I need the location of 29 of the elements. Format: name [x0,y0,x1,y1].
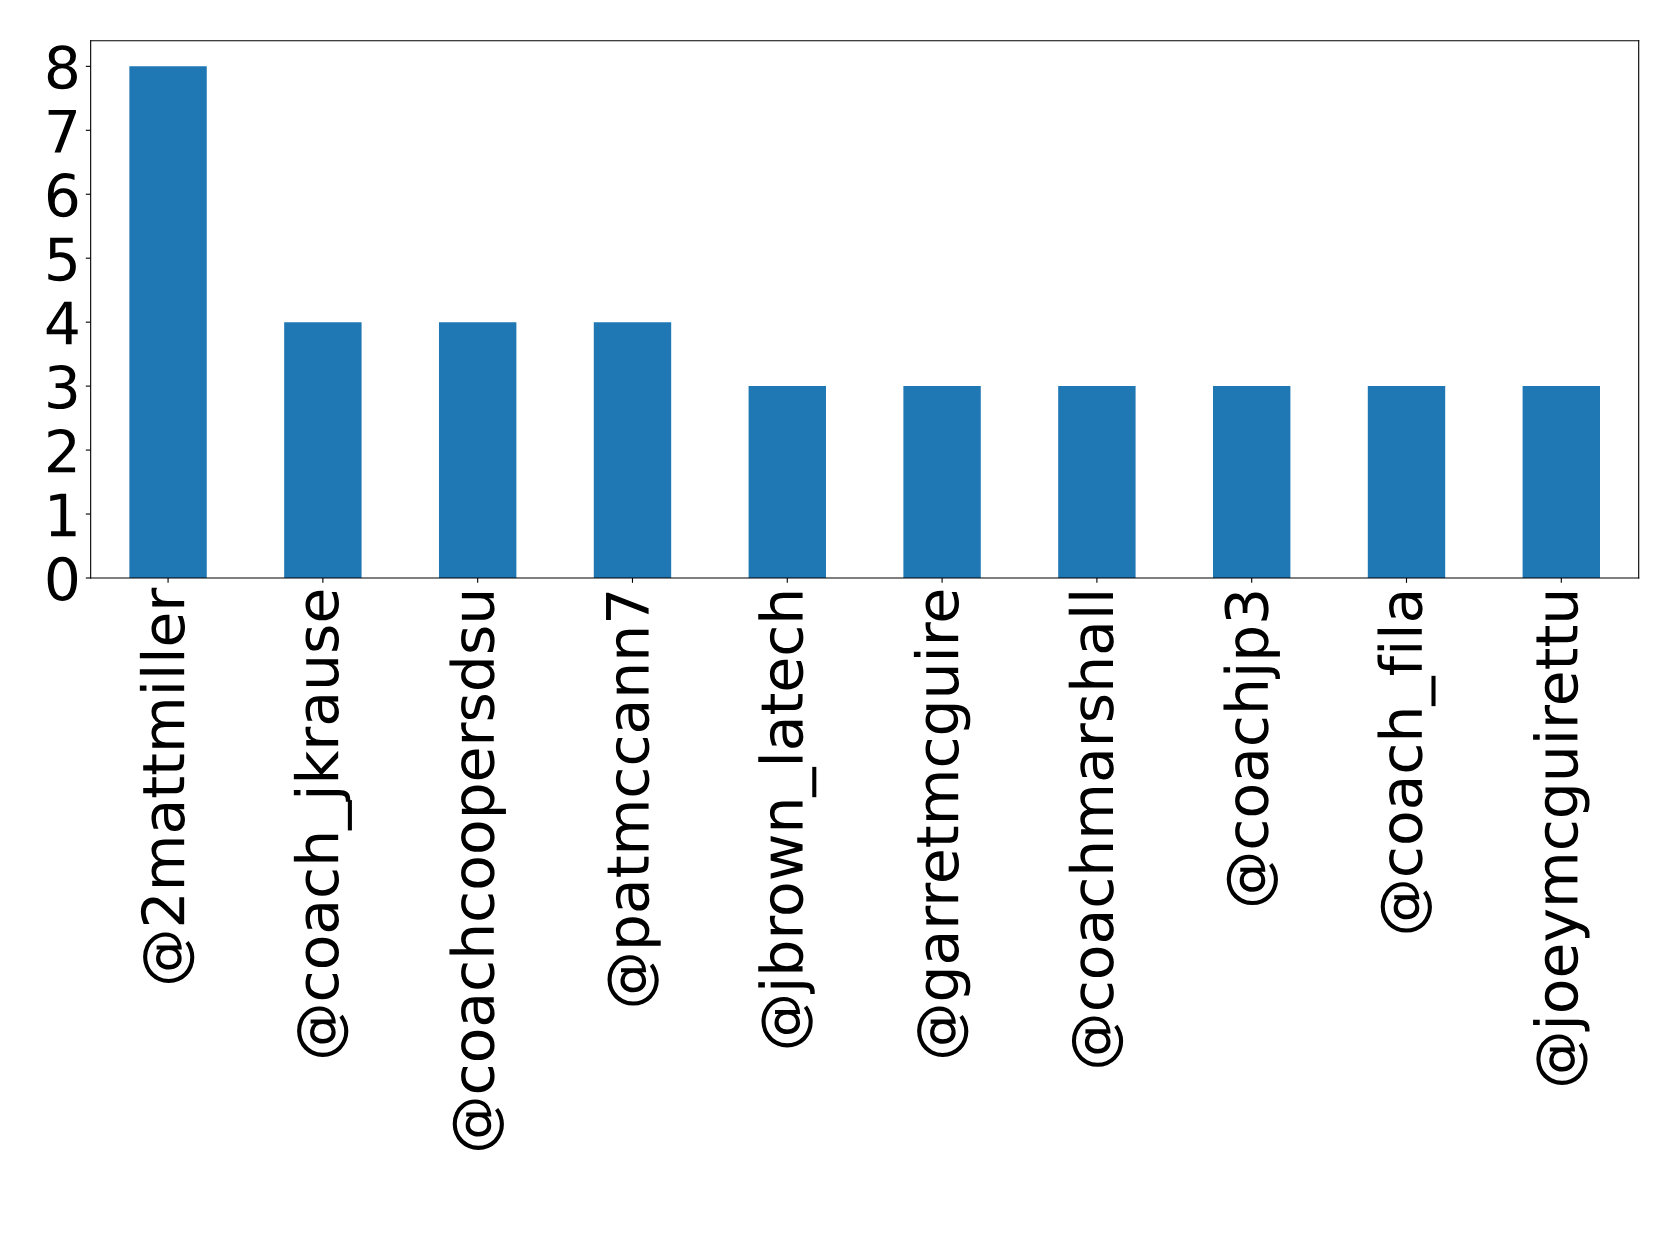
x-tick-label: @coachcoopersdsu [449,593,506,1150]
y-tick-label: 5 [48,237,76,282]
bar [593,322,672,578]
x-tick-label: @coach_fila [1377,593,1436,933]
y-tick-label: 0 [47,556,78,601]
x-tick-label: @joeymcguirettu [1533,593,1590,1085]
y-tick-label: 2 [48,428,76,473]
bar [1367,386,1446,578]
bar [903,386,981,578]
y-tick-label: 8 [47,45,77,90]
bar [1058,386,1136,578]
bar [1212,386,1291,578]
x-tick-label: @coach_jkrause [293,590,352,1057]
x-tick-label: @patmccann7 [606,592,661,1006]
y-tick-label: 1 [50,493,76,537]
bar [1522,386,1600,578]
x-tick-label: @jbrown_latech [758,592,817,1048]
x-tick-label: @garretmcguire [913,590,971,1058]
y-tick-label: 6 [47,173,78,218]
x-tick-label: @2mattmiller [139,587,195,983]
bar [284,322,362,578]
y-tick-label: 3 [48,364,77,410]
x-tick-label: @coachjp3 [1223,592,1280,906]
bar [748,386,826,578]
y-tick-label: 7 [48,109,76,153]
x-tick-label: @coachmarshall [1068,593,1124,1067]
bar [438,322,517,578]
y-tick-label: 4 [46,301,78,345]
bar [129,66,207,578]
